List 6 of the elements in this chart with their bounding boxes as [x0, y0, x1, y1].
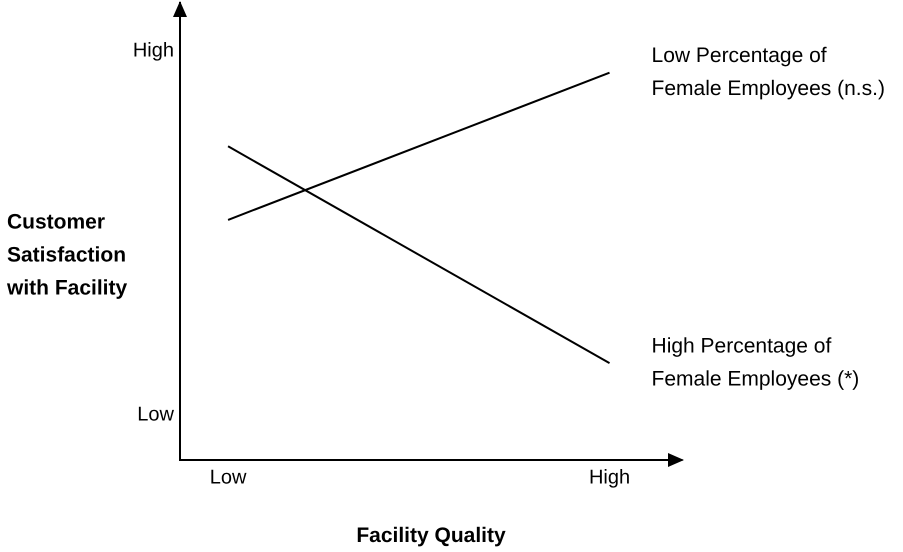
text: Low Percentage of Female Employees (n.s.) — [652, 44, 885, 100]
text: Low — [137, 404, 175, 426]
text: High Percentage of Female Employees (*) — [652, 334, 860, 390]
y-axis-title: Customer Satisfaction with Facility — [6, 210, 128, 300]
text: High — [132, 40, 174, 62]
x-axis-title: Facility Quality — [356, 524, 506, 547]
